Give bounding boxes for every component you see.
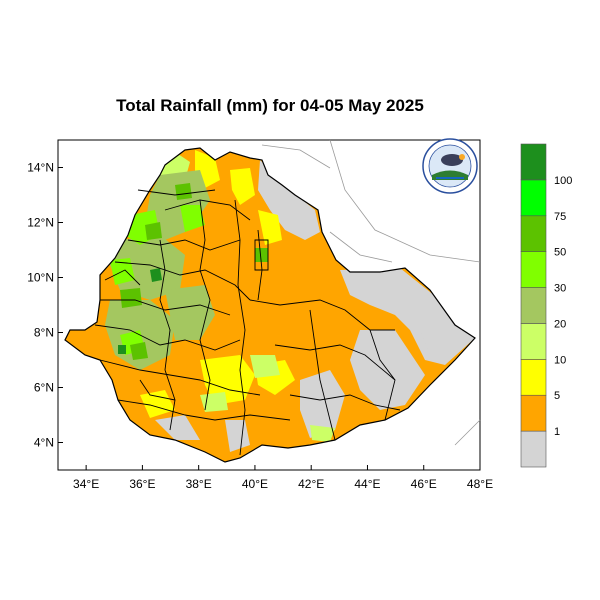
neighbour-borders	[261, 139, 481, 446]
x-tick-label: 44°E	[354, 477, 380, 491]
colorbar-swatch	[520, 359, 547, 396]
colorbar-label: 1	[554, 426, 560, 438]
map-title: Total Rainfall (mm) for 04-05 May 2025	[116, 96, 424, 115]
y-tick-label: 14°N	[27, 161, 54, 175]
colorbar-swatch	[520, 287, 547, 324]
colorbar-label: 75	[554, 211, 566, 223]
x-axis: 34°E 36°E 38°E 40°E 42°E 44°E 46°E 48°E	[73, 465, 493, 491]
x-tick-label: 46°E	[411, 477, 437, 491]
colorbar-swatch	[520, 430, 547, 468]
colorbar-label: 10	[554, 354, 566, 366]
colorbar-swatch	[520, 179, 547, 217]
colorbar-swatch	[520, 323, 547, 360]
x-tick-label: 38°E	[186, 477, 212, 491]
admin-boundaries	[64, 147, 476, 463]
colorbar-swatch	[520, 394, 547, 432]
x-tick-label: 34°E	[73, 477, 99, 491]
x-tick-label: 36°E	[129, 477, 155, 491]
y-tick-label: 12°N	[27, 216, 54, 230]
y-tick-label: 6°N	[34, 381, 54, 395]
colorbar-swatch	[520, 215, 547, 252]
y-axis: 14°N 12°N 10°N 8°N 6°N 4°N	[27, 161, 63, 450]
meteorology-agency-logo	[422, 138, 478, 194]
colorbar-label: 5	[554, 390, 560, 402]
y-tick-label: 4°N	[34, 436, 54, 450]
x-tick-label: 40°E	[242, 477, 268, 491]
colorbar-swatch	[520, 251, 547, 288]
colorbar-swatch	[520, 143, 547, 181]
y-tick-label: 8°N	[34, 326, 54, 340]
colorbar: 1 5 10 20 30 50 75 100	[520, 143, 572, 468]
colorbar-label: 100	[554, 175, 572, 187]
y-tick-label: 10°N	[27, 271, 54, 285]
x-tick-label: 48°E	[467, 477, 493, 491]
colorbar-label: 30	[554, 283, 566, 295]
colorbar-label: 50	[554, 247, 566, 259]
colorbar-label: 20	[554, 318, 566, 330]
x-tick-label: 42°E	[298, 477, 324, 491]
